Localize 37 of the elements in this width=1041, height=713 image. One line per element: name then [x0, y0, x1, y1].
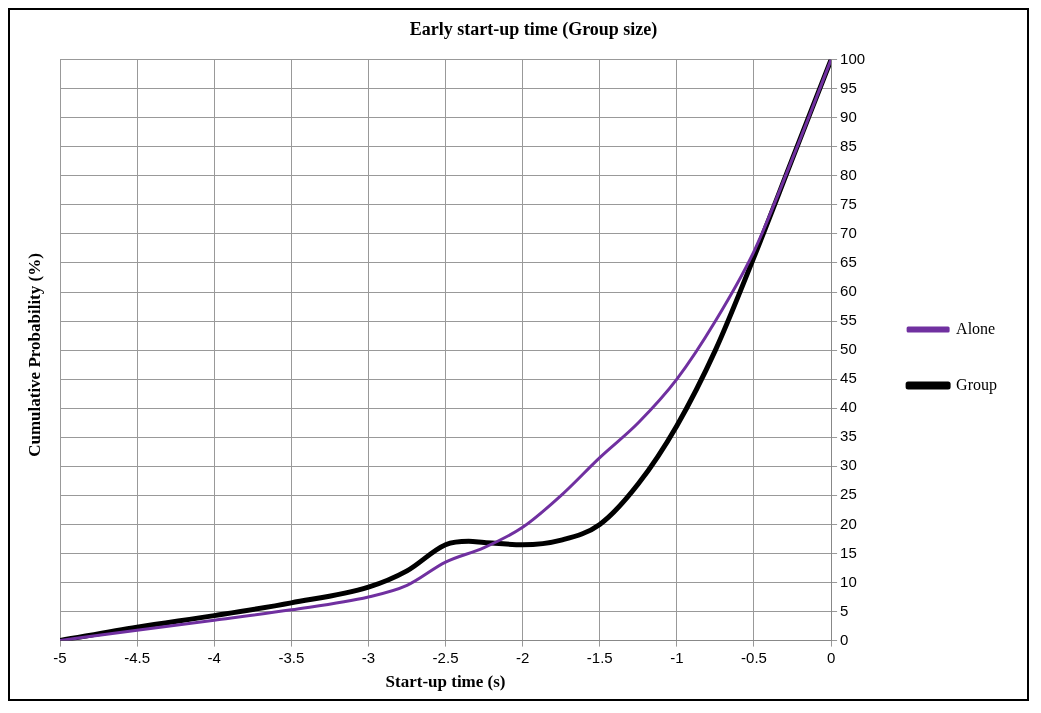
- y-tick-label: 95: [840, 78, 857, 96]
- y-tick-label: 50: [840, 340, 857, 358]
- y-tick-label: 5: [840, 601, 849, 619]
- x-tick-label: -5: [53, 648, 67, 666]
- y-tick-label: 40: [840, 398, 857, 416]
- y-tick-label: 15: [840, 543, 857, 561]
- y-tick-label: 90: [840, 107, 857, 125]
- y-tick-label: 35: [840, 427, 857, 445]
- y-tick-label: 60: [840, 282, 857, 300]
- y-tick-label: 85: [840, 136, 857, 154]
- x-tick-label: -2.5: [432, 648, 459, 666]
- x-tick-label: 0: [826, 648, 836, 666]
- chart-title: Early start-up time (Group size): [409, 19, 658, 41]
- y-tick-label: 0: [840, 630, 849, 648]
- legend-label: Group: [956, 375, 998, 394]
- x-axis-title: Start-up time (s): [385, 672, 506, 692]
- y-tick-label: 30: [840, 456, 857, 474]
- x-tick-label: -4.5: [124, 648, 151, 666]
- y-tick-label: 25: [840, 485, 857, 503]
- y-tick-label: 100: [840, 49, 866, 67]
- y-tick-label: 65: [840, 253, 857, 271]
- x-tick-label: -1: [670, 648, 684, 666]
- legend-label: Alone: [956, 319, 996, 337]
- x-tick-label: -0.5: [741, 648, 767, 666]
- y-tick-label: 20: [840, 514, 857, 532]
- x-tick-label: -1.5: [586, 648, 613, 666]
- y-tick-label: 10: [840, 572, 857, 590]
- x-tick-label: -3: [361, 648, 376, 666]
- x-tick-label: -3.5: [278, 648, 305, 666]
- y-tick-label: 55: [840, 311, 857, 329]
- x-tick-label: -2: [515, 648, 530, 666]
- y-tick-label: 45: [840, 369, 857, 387]
- y-tick-label: 70: [840, 224, 857, 242]
- y-axis-title: Cumulative Probability (%): [25, 252, 45, 457]
- y-tick-label: 80: [840, 165, 857, 183]
- y-tick-label: 75: [840, 194, 857, 212]
- x-tick-label: -4: [207, 648, 221, 666]
